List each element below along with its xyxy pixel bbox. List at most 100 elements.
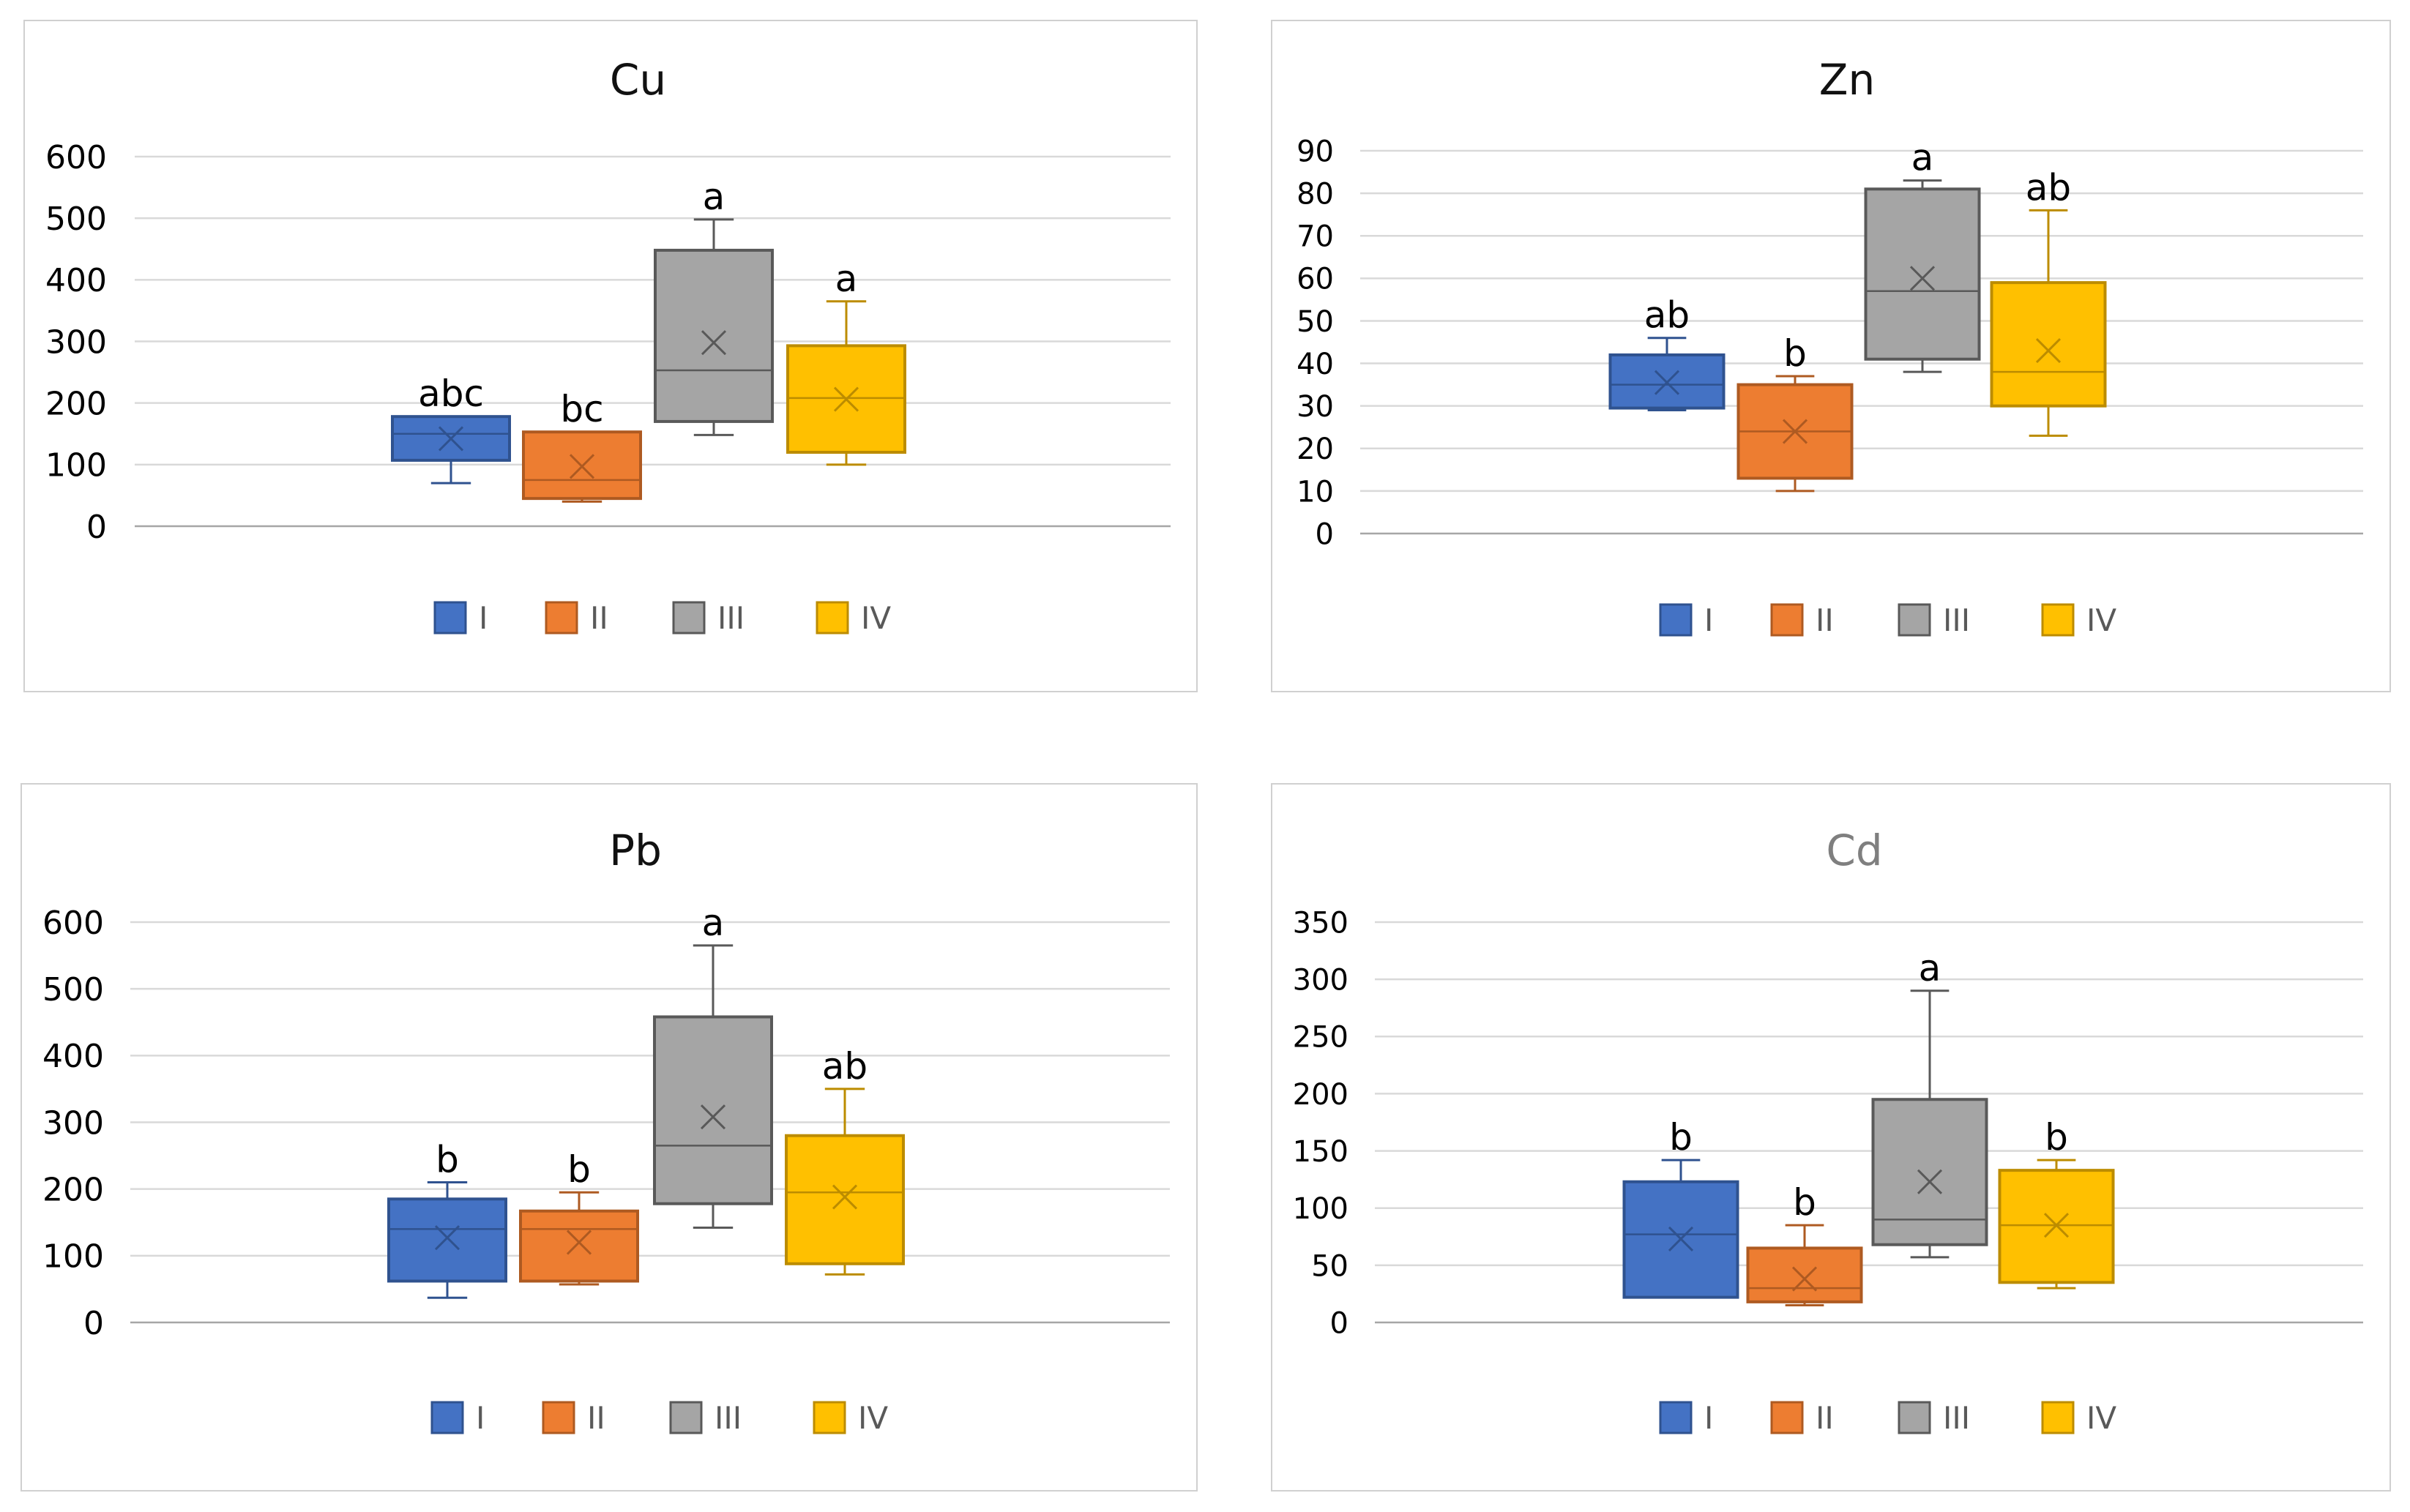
- box-ii-mean-marker: [569, 454, 595, 479]
- chart-title: Cu: [610, 55, 666, 105]
- chart-panel-pb: Pb 0 100 200 300 400 500 600 b b a ab I II III IV: [20, 783, 1198, 1492]
- box-iii-mean-marker: [1917, 1169, 1943, 1194]
- y-tick-label: 600: [42, 905, 104, 942]
- y-tick-label: 300: [1293, 964, 1348, 998]
- y-tick-label: 250: [1293, 1021, 1348, 1055]
- box-i-iqr: [1608, 353, 1726, 410]
- legend-swatch-iii: [1898, 1401, 1931, 1434]
- box-iii-mean-marker: [1909, 266, 1936, 291]
- box-ii-significance-label: b: [1783, 332, 1807, 375]
- box-ii-mean-marker: [1782, 419, 1808, 444]
- chart-title: Zn: [1819, 55, 1876, 105]
- legend-label-ii: II: [587, 1400, 605, 1436]
- y-tick-label: 90: [1297, 135, 1334, 168]
- box-ii-significance-label: b: [1793, 1181, 1816, 1224]
- box-iii-significance-label: a: [1919, 947, 1941, 989]
- box-i-mean-marker: [1668, 1226, 1694, 1251]
- y-tick-label: 400: [42, 1038, 104, 1075]
- legend-label-i: I: [1704, 602, 1713, 638]
- legend-label-iii: III: [715, 1400, 742, 1436]
- box-iv-significance-label: b: [2045, 1116, 2068, 1159]
- box-i-significance-label: b: [436, 1139, 459, 1181]
- y-tick-label: 50: [1311, 1249, 1348, 1283]
- legend-swatch-iv: [2041, 1401, 2075, 1434]
- y-tick-label: 100: [1293, 1192, 1348, 1226]
- box-iv-iqr: [785, 1134, 905, 1265]
- y-tick-label: 70: [1297, 220, 1334, 254]
- legend-swatch-ii: [545, 601, 578, 635]
- legend-swatch-iii: [1898, 603, 1931, 637]
- legend-label-i: I: [479, 600, 488, 636]
- box-iii-iqr: [653, 1015, 773, 1205]
- box-iv-significance-label: ab: [2026, 166, 2071, 209]
- y-tick-label: 300: [45, 323, 107, 361]
- y-tick-label: 100: [45, 447, 107, 484]
- legend-swatch-i: [1659, 1401, 1693, 1434]
- box-ii-significance-label: b: [567, 1148, 591, 1191]
- box-iv-mean-marker: [2043, 1213, 2070, 1238]
- y-tick-label: 600: [45, 139, 107, 176]
- box-ii-mean-marker: [1791, 1266, 1818, 1292]
- y-tick-label: 100: [42, 1238, 104, 1276]
- box-i-significance-label: ab: [1644, 294, 1690, 337]
- legend-label-iv: IV: [861, 600, 891, 636]
- legend-label-iv: IV: [2086, 602, 2116, 638]
- box-i-iqr: [387, 1197, 507, 1283]
- legend-label-ii: II: [1816, 602, 1834, 638]
- chart-title: Cd: [1826, 826, 1882, 875]
- box-ii-iqr: [1746, 1246, 1863, 1303]
- y-tick-label: 200: [45, 386, 107, 423]
- legend-swatch-iv: [813, 1401, 846, 1434]
- box-iii-iqr: [654, 248, 774, 423]
- legend-label-iv: IV: [858, 1400, 888, 1436]
- y-tick-label: 80: [1297, 178, 1334, 212]
- box-i-mean-marker: [438, 426, 464, 452]
- legend-label-ii: II: [1816, 1400, 1834, 1436]
- box-iv-mean-marker: [833, 386, 859, 412]
- box-iii-significance-label: a: [703, 176, 725, 218]
- y-tick-label: 0: [86, 509, 107, 546]
- box-iv-significance-label: a: [835, 258, 858, 300]
- legend-label-iii: III: [1943, 602, 1970, 638]
- y-tick-label: 400: [45, 262, 107, 299]
- chart-panel-cu: Cu 0 100 200 300 400 500 600 abc bc a a I II III IV: [23, 20, 1198, 692]
- y-tick-label: 40: [1297, 348, 1334, 381]
- legend-label-i: I: [1704, 1400, 1713, 1436]
- legend-swatch-i: [1659, 603, 1693, 637]
- legend-label-iii: III: [1943, 1400, 1970, 1436]
- box-iv-mean-marker: [832, 1184, 858, 1210]
- y-tick-label: 500: [42, 971, 104, 1008]
- y-tick-label: 0: [1316, 517, 1334, 551]
- legend-swatch-iv: [816, 601, 849, 635]
- box-iv-iqr: [1990, 281, 2107, 408]
- legend-label-iii: III: [717, 600, 745, 636]
- chart-panel-zn: Zn 0 10 20 30 40 50 60 70 80 90 ab b a ab I II III IV: [1271, 20, 2391, 692]
- y-tick-label: 30: [1297, 390, 1334, 424]
- chart-title: Pb: [609, 826, 662, 875]
- box-iii-mean-marker: [700, 1104, 726, 1130]
- legend-swatch-i: [433, 601, 467, 635]
- box-iv-mean-marker: [2035, 338, 2062, 364]
- box-iii-significance-label: a: [1911, 137, 1934, 179]
- legend-swatch-iv: [2041, 603, 2075, 637]
- legend-swatch-iii: [672, 601, 706, 635]
- y-tick-label: 0: [83, 1305, 104, 1342]
- legend-label-ii: II: [590, 600, 608, 636]
- legend-swatch-iii: [669, 1401, 703, 1434]
- box-i-mean-marker: [1654, 370, 1680, 395]
- y-tick-label: 60: [1297, 263, 1334, 296]
- y-tick-label: 300: [42, 1104, 104, 1142]
- box-i-significance-label: abc: [418, 373, 484, 415]
- chart-panel-cd: Cd 0 50 100 150 200 250 300 350 b b a b I II III IV: [1271, 783, 2391, 1492]
- legend-swatch-ii: [1770, 1401, 1804, 1434]
- legend-label-i: I: [476, 1400, 485, 1436]
- box-ii-mean-marker: [566, 1230, 592, 1255]
- y-tick-label: 500: [45, 201, 107, 238]
- box-iii-iqr: [1871, 1098, 1988, 1246]
- legend-swatch-ii: [542, 1401, 575, 1434]
- box-iii-mean-marker: [701, 330, 727, 356]
